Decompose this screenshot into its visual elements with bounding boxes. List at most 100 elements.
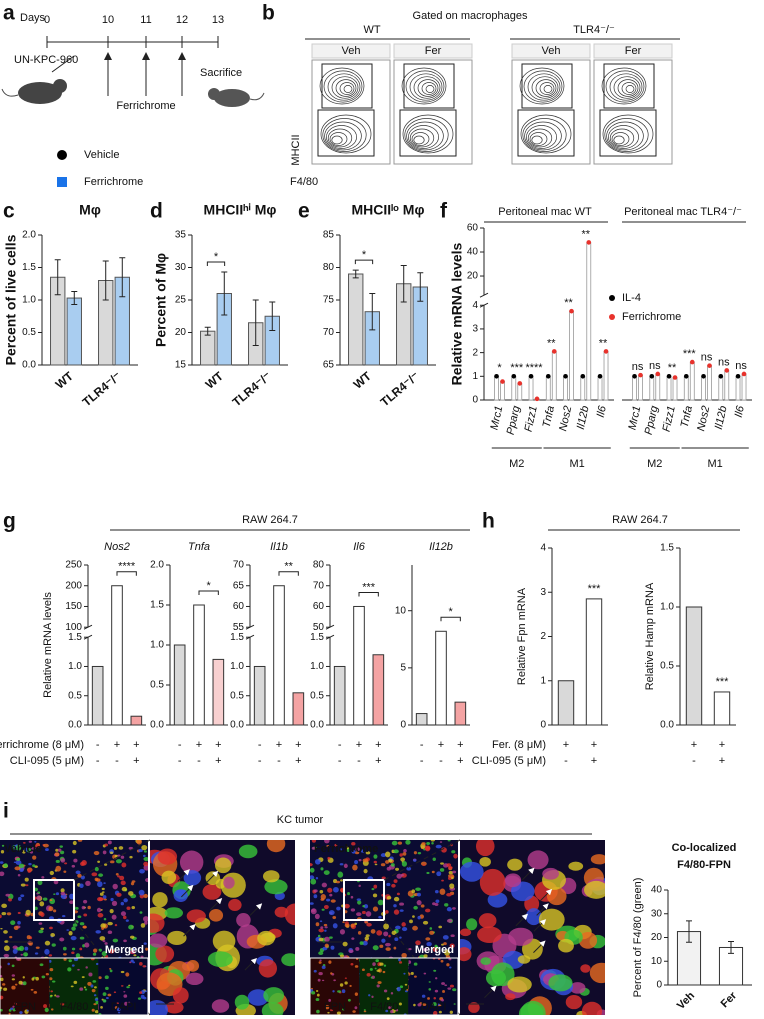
cell [413,851,418,855]
plot-frame [393,59,473,165]
cell [527,850,549,870]
dot [545,374,551,379]
cell [11,964,15,968]
chart-title: Il1b [270,541,288,553]
cell [365,934,370,938]
y-tick-label: 1.5 [310,632,324,643]
cell [102,999,107,1003]
cell [325,898,331,902]
contour [531,76,559,99]
cell [98,873,104,877]
cell [440,959,444,963]
cell [477,926,502,944]
cell [50,933,56,937]
cell [401,952,407,958]
cell [423,972,427,975]
bar [563,375,568,401]
bar [707,365,712,401]
contour [405,70,445,103]
y-tick-label: 0.0 [660,720,674,731]
cell [447,840,451,842]
y-tick-label: 1.0 [22,295,36,306]
cell [43,1004,47,1009]
bar [545,375,551,401]
contour [327,73,361,101]
cell [185,972,204,986]
error-bar [728,941,734,954]
cell [332,916,337,920]
chart-title: MHCIIʰⁱ Mφ [204,202,277,218]
legend-marker [57,150,67,160]
cell [70,935,77,941]
cell [107,921,113,926]
contour [319,67,365,105]
panel-label: b [262,2,275,25]
condition-sign: - [258,755,262,767]
cell [313,969,317,973]
cell [13,925,19,930]
contour [408,125,439,149]
significance-label: ** [284,561,293,573]
cell [79,922,85,926]
cell [109,851,114,854]
bar [200,330,216,366]
dot [597,374,603,379]
cell [319,890,324,894]
y-tick-label: 20 [467,271,479,282]
pointer-arrow [533,919,547,932]
cell [510,881,535,902]
cell [362,940,368,946]
dot [534,396,540,402]
flow-x-label: F4/80 [290,176,318,188]
cell [328,998,332,1002]
cell [109,948,115,954]
cell [393,879,398,883]
cell [372,962,376,966]
cell [17,911,21,915]
cell [321,882,328,888]
cell [71,947,76,951]
cell [91,872,98,877]
significance-label: **** [525,362,543,374]
endpoint-label: Sacrifice [200,67,242,79]
cell [355,847,360,852]
cell [435,977,438,980]
significance-label: ** [547,337,556,349]
condition-label: Ferrichrome (8 μM) [0,739,84,751]
cell [399,985,404,989]
cell [452,988,457,992]
cell [412,925,418,931]
cell [96,907,102,913]
cell [446,863,452,867]
dot [741,371,747,377]
cell [0,871,5,877]
cell [264,879,288,895]
cell [413,975,417,978]
cell [236,913,251,928]
panel-label: g [3,510,16,533]
cell [416,900,422,906]
cell [81,905,86,910]
condition-label: Veh [342,45,361,57]
cell [449,966,452,969]
cell [130,882,135,886]
cell [80,875,85,880]
cell [105,986,109,991]
cell [336,906,341,911]
cell [315,997,320,1002]
cell [426,871,430,875]
cell [371,888,375,891]
cell [310,902,314,905]
bar [173,644,186,726]
y-tick-label: 0 [472,395,478,406]
injection-label: UN-KPC-960 [14,54,78,66]
cell [453,1003,456,1005]
cell [444,949,451,956]
cell [390,991,394,995]
cell [119,875,125,881]
contour [417,79,439,97]
cell [228,898,242,912]
cell [75,870,81,875]
cell [17,896,22,901]
micrograph [408,958,458,1015]
